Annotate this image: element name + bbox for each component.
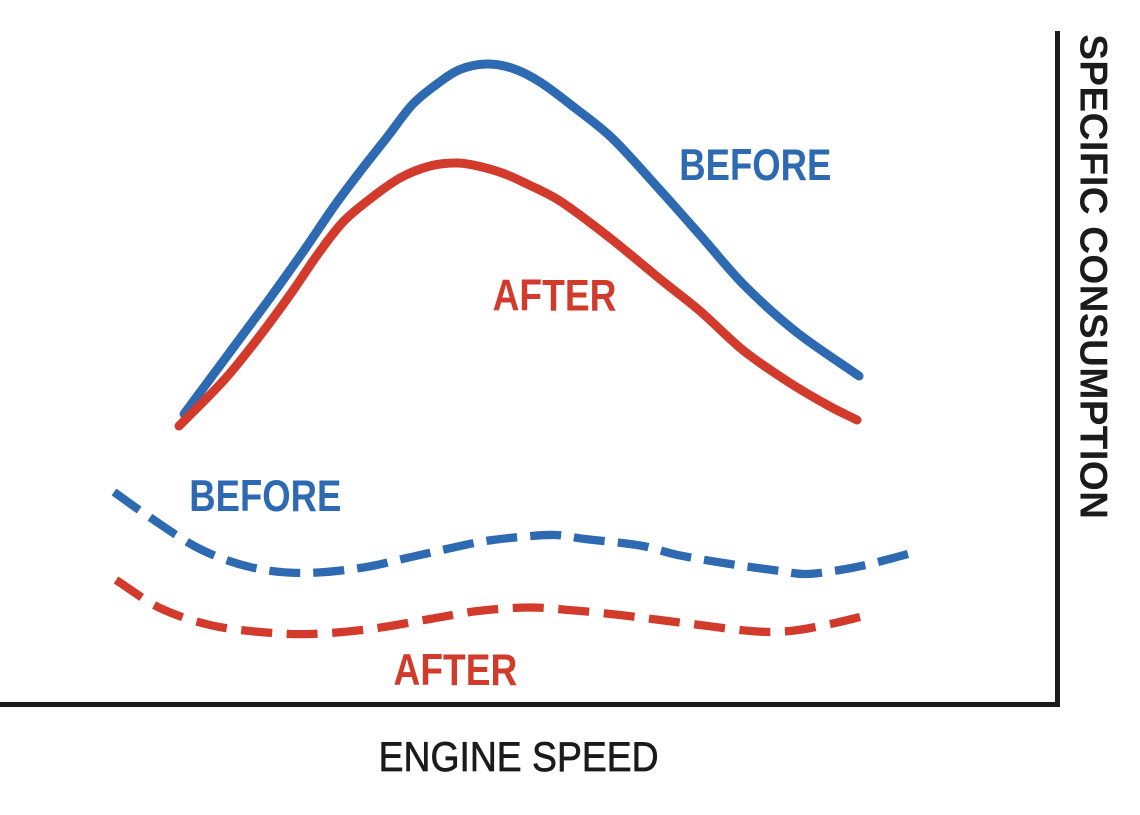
svg-text:ENGINE SPEED: ENGINE SPEED <box>379 734 659 781</box>
svg-text:BEFORE: BEFORE <box>189 471 341 521</box>
svg-text:AFTER: AFTER <box>493 270 617 320</box>
svg-text:SPECIFIC CONSUMPTION: SPECIFIC CONSUMPTION <box>1072 34 1115 519</box>
svg-text:BEFORE: BEFORE <box>679 140 831 190</box>
svg-text:AFTER: AFTER <box>394 645 518 695</box>
